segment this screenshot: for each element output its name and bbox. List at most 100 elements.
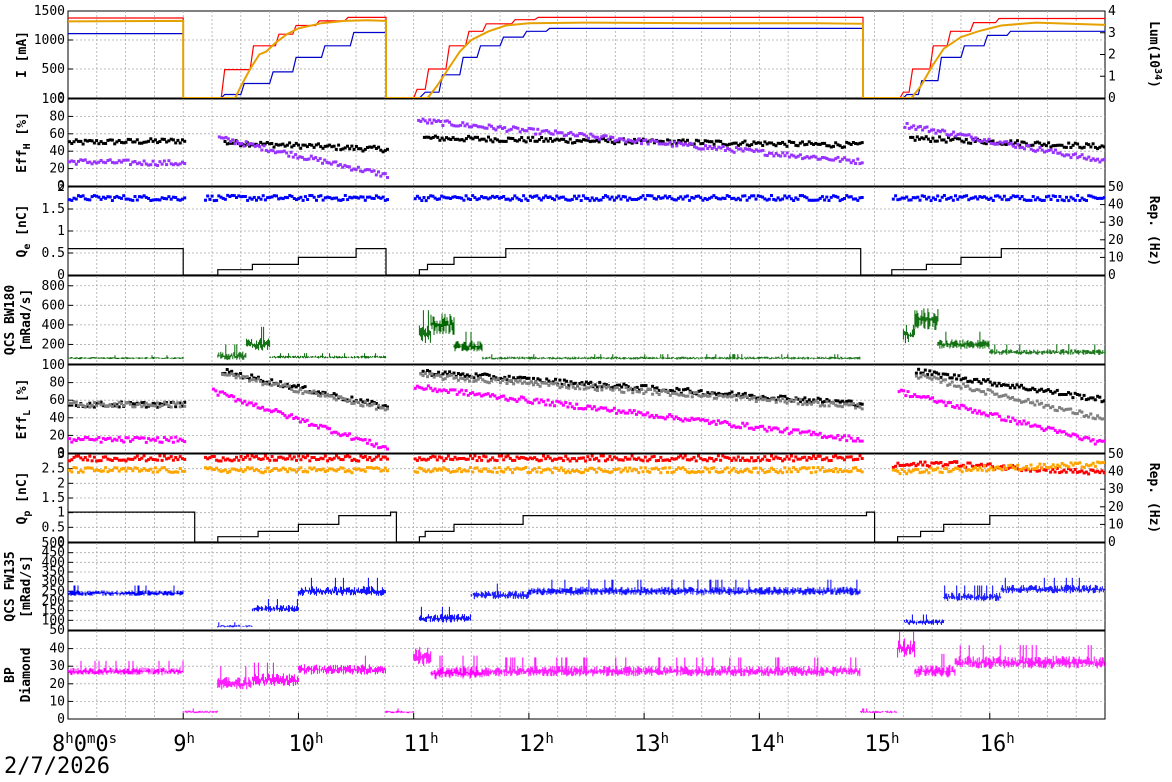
scatter-point <box>725 143 729 147</box>
scatter-point <box>1100 469 1104 473</box>
scatter-point <box>124 469 128 473</box>
scatter-point <box>632 409 636 413</box>
scatter-point <box>138 141 141 145</box>
scatter-point <box>448 370 452 374</box>
scatter-point <box>377 454 381 458</box>
scatter-point <box>526 400 530 404</box>
scatter-point <box>977 380 981 384</box>
scatter-point <box>319 392 323 396</box>
scatter-point <box>1078 461 1082 465</box>
scatter-point <box>783 466 787 470</box>
scatter-point <box>383 455 387 459</box>
scatter-point <box>435 458 439 462</box>
scatter-point <box>1082 393 1086 397</box>
scatter-point <box>580 381 584 385</box>
scatter-point <box>212 468 216 471</box>
scatter-point <box>483 379 487 383</box>
scatter-point <box>83 197 87 201</box>
scatter-point <box>962 404 966 408</box>
scatter-point <box>978 139 982 143</box>
scatter-point <box>451 136 455 140</box>
scatter-point <box>991 413 995 416</box>
scatter-point <box>651 138 655 142</box>
scatter-point <box>995 384 999 388</box>
scatter-point <box>208 456 212 460</box>
scatter-point <box>252 195 256 199</box>
scatter-point <box>354 195 358 199</box>
scatter-point <box>72 466 76 470</box>
scatter-point <box>946 463 950 467</box>
scatter-point <box>142 194 146 198</box>
scatter-point <box>756 141 760 145</box>
scatter-point <box>500 454 503 458</box>
scatter-point <box>971 467 975 471</box>
scatter-point <box>688 418 692 422</box>
scatter-point <box>217 468 221 472</box>
scatter-point <box>916 462 920 466</box>
scatter-point <box>1100 417 1104 421</box>
scatter-point <box>677 466 680 470</box>
scatter-point <box>308 391 312 395</box>
scatter-point <box>774 455 778 459</box>
scatter-point <box>741 470 745 474</box>
scatter-point <box>823 404 827 408</box>
scatter-point <box>1085 142 1088 146</box>
scatter-point <box>670 144 674 148</box>
scatter-point <box>513 467 517 471</box>
scatter-point <box>560 382 564 386</box>
scatter-point <box>494 378 498 382</box>
scatter-point <box>582 387 586 391</box>
scatter-point <box>666 196 669 200</box>
scatter-point <box>422 469 426 473</box>
scatter-point <box>1087 397 1091 401</box>
scatter-point <box>989 411 992 415</box>
scatter-point <box>1014 195 1017 199</box>
scatter-point <box>292 384 296 388</box>
scatter-point <box>518 378 522 382</box>
scatter-point <box>288 386 291 390</box>
scatter-point <box>1060 393 1064 396</box>
scatter-point <box>639 139 643 142</box>
scatter-point <box>959 386 963 390</box>
scatter-point <box>776 153 780 157</box>
scatter-point <box>792 154 796 158</box>
scatter-point <box>1096 414 1100 418</box>
y-tick-label: 0 <box>57 446 65 461</box>
scatter-point <box>1069 434 1073 438</box>
scatter-point <box>153 466 157 470</box>
scatter-point <box>511 197 514 201</box>
scatter-point <box>1008 465 1012 469</box>
scatter-point <box>233 142 237 146</box>
scatter-point <box>288 467 292 471</box>
scatter-point <box>97 160 101 164</box>
scatter-point <box>383 408 387 412</box>
scatter-point <box>167 439 171 443</box>
scatter-point <box>97 436 101 439</box>
scatter-point <box>925 464 929 468</box>
y-tick-label: 0.5 <box>42 520 65 535</box>
scatter-point <box>827 399 831 403</box>
scatter-point <box>783 394 787 398</box>
scatter-point <box>469 198 472 201</box>
scatter-point <box>832 455 835 459</box>
scatter-point <box>825 195 829 199</box>
scatter-point <box>1047 141 1051 145</box>
scatter-point <box>847 470 851 474</box>
scatter-point <box>219 469 223 473</box>
scatter-point <box>74 454 78 458</box>
scatter-point <box>428 370 432 374</box>
scatter-point <box>994 142 998 146</box>
scatter-point <box>642 139 646 142</box>
scatter-point <box>685 418 689 422</box>
scatter-point <box>765 429 769 433</box>
scatter-point <box>265 382 269 386</box>
scatter-point <box>513 194 517 198</box>
scatter-point <box>503 375 507 379</box>
scatter-point <box>418 456 422 460</box>
scatter-point <box>743 424 747 428</box>
scatter-point <box>317 458 321 461</box>
scatter-point <box>807 156 811 160</box>
scatter-point <box>798 400 802 404</box>
scatter-point <box>308 466 312 470</box>
scatter-point <box>923 460 927 464</box>
